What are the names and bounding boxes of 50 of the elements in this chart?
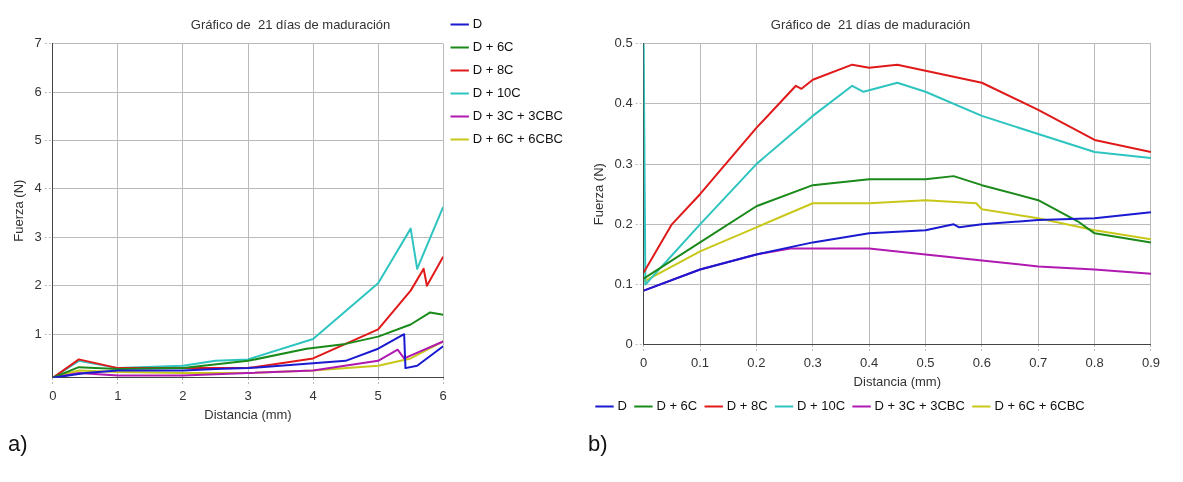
x-tick-label: 0.5 [916,355,935,371]
y-tick-label: 0.3 [614,155,633,171]
legend-label: D + 6C [472,39,514,55]
legend-label: D [472,16,483,32]
y-tick-label: 7 [34,35,42,51]
legend-label: D + 6C + 6CBC [472,131,564,147]
x-axis-title: Distancia (mm) [204,406,292,422]
x-axis-title: Distancia (mm) [853,373,942,389]
chart-title: Gráfico de 21 días de maduración [770,17,971,33]
legend-label: D + 6C [656,398,698,414]
x-tick-label: 0.4 [860,355,879,371]
x-tick-label: 0.9 [1141,355,1160,371]
chart-title: Gráfico de 21 días de maduración [190,17,391,33]
text: b) [588,431,609,457]
y-tick-label: 0.5 [614,35,633,51]
x-tick-label: 0 [640,355,648,371]
y-tick-label: 4 [34,180,42,196]
y-tick-label: 6 [34,83,42,99]
y-tick-label: 0.2 [614,215,633,231]
y-axis-title: Fuerza (N) [11,179,27,242]
y-tick-label: 0 [625,336,633,352]
legend-label: D + 8C [726,398,768,414]
legend-label: D + 3C + 3CBC [472,108,564,124]
y-tick-label: 3 [34,228,42,244]
text: a) [8,431,29,457]
x-tick-label: 0.1 [691,355,710,371]
x-tick-label: 2 [179,388,187,404]
legend-label: D + 3C + 3CBC [874,398,965,414]
legend-label: D + 10C [797,398,846,414]
x-tick-label: 0 [49,388,57,404]
legend-label: D + 10C [472,85,521,101]
x-tick-label: 0.6 [972,355,991,371]
y-tick-label: 0.1 [614,276,633,292]
x-tick-label: 4 [309,388,317,404]
x-tick-label: 0.7 [1029,355,1048,371]
x-tick-label: 6 [439,388,447,404]
x-tick-label: 0.2 [747,355,766,371]
x-tick-label: 1 [114,388,122,404]
y-tick-label: 1 [34,325,42,341]
x-tick-label: 3 [244,388,252,404]
legend-label: D + 6C + 6CBC [994,398,1085,414]
x-tick-label: 0.8 [1085,355,1104,371]
y-tick-label: 5 [34,132,42,148]
legend-label: D + 8C [472,62,514,78]
y-axis-title: Fuerza (N) [591,163,607,226]
y-tick-label: 2 [34,277,42,293]
legend-label: D [617,398,627,414]
x-tick-label: 5 [374,388,382,404]
y-tick-label: 0.4 [614,95,633,111]
x-tick-label: 0.3 [803,355,822,371]
